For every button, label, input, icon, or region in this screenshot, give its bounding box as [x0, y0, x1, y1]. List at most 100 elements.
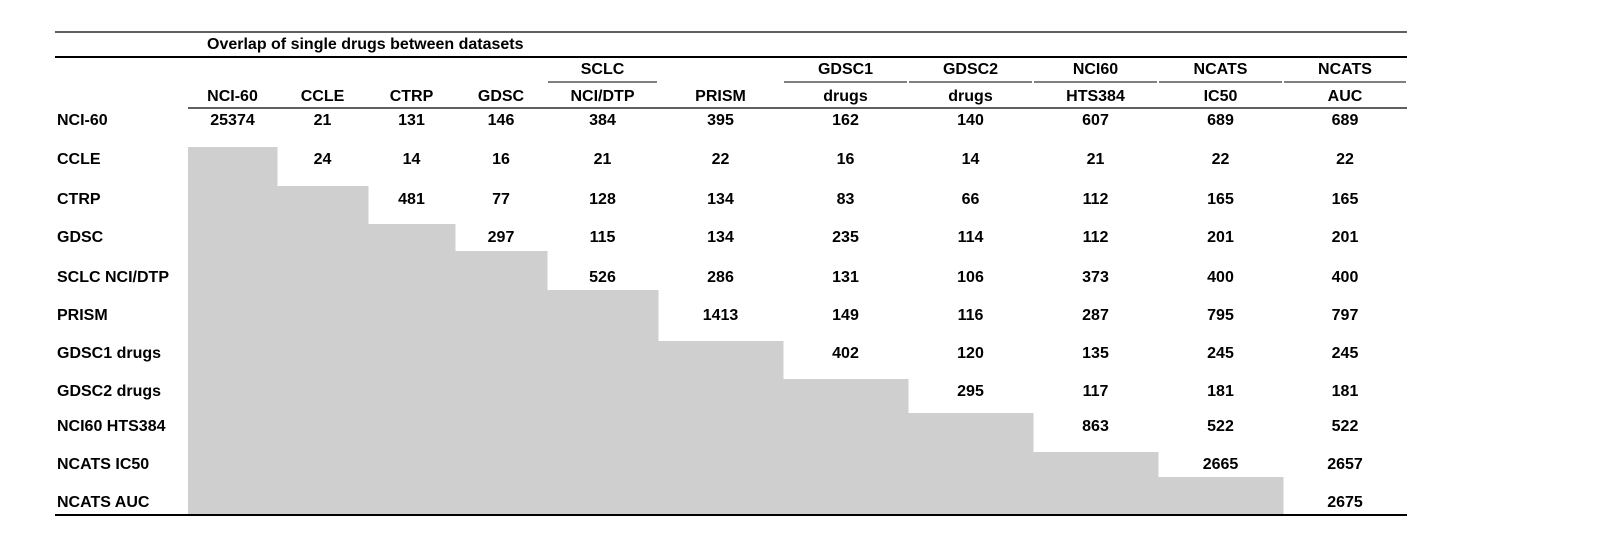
cell-value: 21	[314, 112, 332, 129]
column-label: NCI-60	[207, 88, 258, 105]
cell-value: 245	[1207, 345, 1234, 362]
cell-value: 181	[1207, 383, 1234, 400]
column-label: drugs	[948, 88, 993, 105]
cell-value: 201	[1207, 229, 1234, 246]
cell-value: 112	[1083, 191, 1109, 208]
cell-value: 795	[1207, 307, 1234, 324]
shaded-cell-block	[547, 290, 659, 515]
cell-value: 149	[832, 307, 859, 324]
cell-value: 863	[1082, 418, 1109, 435]
column-group-label: NCATS	[1194, 61, 1248, 78]
cell-value: 235	[832, 229, 859, 246]
cell-value: 116	[958, 307, 984, 324]
cell-value: 526	[589, 269, 616, 286]
column-label: HTS384	[1066, 88, 1125, 105]
row-label: NCI-60	[57, 112, 108, 129]
shaded-cell-block	[1033, 452, 1159, 515]
cell-value: 134	[707, 229, 734, 246]
cell-value: 522	[1207, 418, 1234, 435]
cell-value: 2675	[1327, 494, 1363, 511]
column-group-label: GDSC2	[943, 61, 998, 78]
cell-value: 21	[1087, 151, 1105, 168]
cell-value: 140	[957, 112, 984, 129]
row-label: PRISM	[57, 307, 108, 324]
cell-value: 286	[707, 269, 734, 286]
cell-value: 117	[1083, 383, 1109, 400]
cell-value: 16	[492, 151, 510, 168]
cell-value: 66	[962, 191, 980, 208]
cell-value: 131	[832, 269, 859, 286]
cell-value: 689	[1207, 112, 1234, 129]
cell-value: 400	[1207, 269, 1234, 286]
cell-value: 2657	[1327, 456, 1363, 473]
cell-value: 115	[590, 229, 616, 246]
column-label: IC50	[1204, 88, 1238, 105]
cell-value: 22	[712, 151, 730, 168]
cell-value: 287	[1082, 307, 1109, 324]
cell-value: 481	[398, 191, 425, 208]
cell-value: 146	[488, 112, 515, 129]
shaded-cell-block	[455, 251, 548, 515]
cell-value: 607	[1082, 112, 1109, 129]
cell-value: 22	[1336, 151, 1354, 168]
row-label: CTRP	[57, 191, 101, 208]
cell-value: 395	[707, 112, 734, 129]
table-title: Overlap of single drugs between datasets	[207, 36, 524, 53]
cell-value: 21	[594, 151, 612, 168]
cell-value: 77	[492, 191, 510, 208]
column-group-label: NCATS	[1318, 61, 1372, 78]
cell-value: 165	[1332, 191, 1359, 208]
cell-value: 2665	[1203, 456, 1239, 473]
column-label: NCI/DTP	[571, 88, 635, 105]
cell-value: 297	[488, 229, 515, 246]
column-label: drugs	[823, 88, 868, 105]
cell-value: 83	[837, 191, 855, 208]
cell-value: 25374	[210, 112, 255, 129]
cell-value: 165	[1207, 191, 1234, 208]
cell-value: 1413	[703, 307, 739, 324]
cell-value: 522	[1332, 418, 1359, 435]
cell-value: 14	[962, 151, 980, 168]
shaded-area	[188, 147, 1284, 515]
cell-value: 128	[589, 191, 616, 208]
cell-value: 402	[832, 345, 859, 362]
cell-value: 201	[1332, 229, 1359, 246]
cell-value: 16	[837, 151, 855, 168]
column-label: GDSC	[478, 88, 525, 105]
cell-value: 384	[589, 112, 616, 129]
row-label: CCLE	[57, 151, 101, 168]
cell-value: 22	[1212, 151, 1230, 168]
cell-value: 131	[398, 112, 425, 129]
cell-value: 181	[1332, 383, 1359, 400]
cell-value: 135	[1082, 345, 1109, 362]
cell-value: 295	[957, 383, 984, 400]
shaded-cell-block	[658, 341, 784, 515]
shaded-cell-block	[277, 186, 369, 515]
column-label: PRISM	[695, 88, 746, 105]
cell-value: 14	[403, 151, 421, 168]
cell-value: 120	[957, 345, 984, 362]
row-label: NCATS AUC	[57, 494, 150, 511]
cell-value: 689	[1332, 112, 1359, 129]
row-label: GDSC2 drugs	[57, 383, 161, 400]
column-group-label: NCI60	[1073, 61, 1118, 78]
cell-value: 797	[1332, 307, 1359, 324]
row-label: SCLC NCI/DTP	[57, 269, 169, 286]
cell-value: 114	[958, 229, 984, 246]
column-group-label: SCLC	[581, 61, 625, 78]
column-label: AUC	[1328, 88, 1363, 105]
cell-value: 245	[1332, 345, 1359, 362]
column-label: CTRP	[390, 88, 434, 105]
cell-value: 400	[1332, 269, 1359, 286]
column-group-label: GDSC1	[818, 61, 873, 78]
shaded-cell-block	[783, 379, 909, 515]
cell-value: 162	[832, 112, 859, 129]
shaded-cell-block	[368, 224, 456, 515]
cell-value: 134	[707, 191, 734, 208]
shaded-cell-block	[188, 147, 278, 515]
shaded-cell-block	[908, 413, 1034, 515]
cell-value: 24	[314, 151, 332, 168]
cell-value: 106	[957, 269, 984, 286]
row-label: NCATS IC50	[57, 456, 149, 473]
